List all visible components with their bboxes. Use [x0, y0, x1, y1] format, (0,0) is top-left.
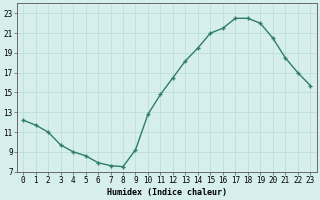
X-axis label: Humidex (Indice chaleur): Humidex (Indice chaleur) [107, 188, 227, 197]
